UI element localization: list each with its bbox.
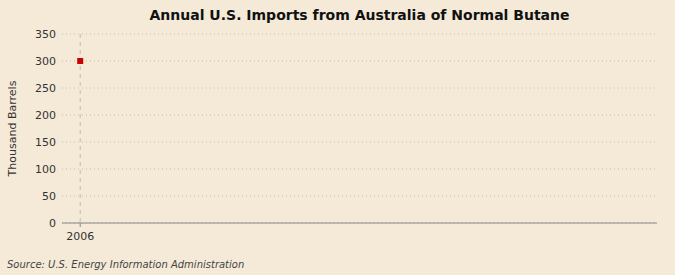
y-tick-label: 300 [35,55,56,68]
grid-line [62,34,657,35]
y-tick-label: 0 [49,217,56,230]
grid-line [62,61,657,62]
grid-line [62,88,657,89]
point [77,58,83,64]
y-tick-label: 350 [35,28,56,41]
x-tick-label: 2006 [66,230,94,243]
chart-container: 0 50 100 150 200 250 300 350 2006 Annual U.S. Imp… [0,0,675,275]
points [77,58,83,64]
grid-line [62,142,657,143]
background [0,0,675,275]
y-axis-label: Thousand Barrels [6,80,19,177]
grid-line [62,169,657,170]
grid-line [62,196,657,197]
title: Annual U.S. Imports from Australia of No… [150,7,570,23]
x-tick [80,223,81,227]
y-tick-label: 150 [35,136,56,149]
y-tick-label: 200 [35,109,56,122]
grid-line [62,115,657,116]
source-note: Source: U.S. Energy Information Administ… [7,259,244,270]
y-tick-label: 250 [35,82,56,95]
y-tick-label: 50 [42,190,56,203]
chart-svg: 0 50 100 150 200 250 300 350 2006 Annual U.S. Imp… [0,0,675,275]
grid-line [62,223,657,224]
x-axis-line [62,223,657,224]
y-tick-label: 100 [35,163,56,176]
